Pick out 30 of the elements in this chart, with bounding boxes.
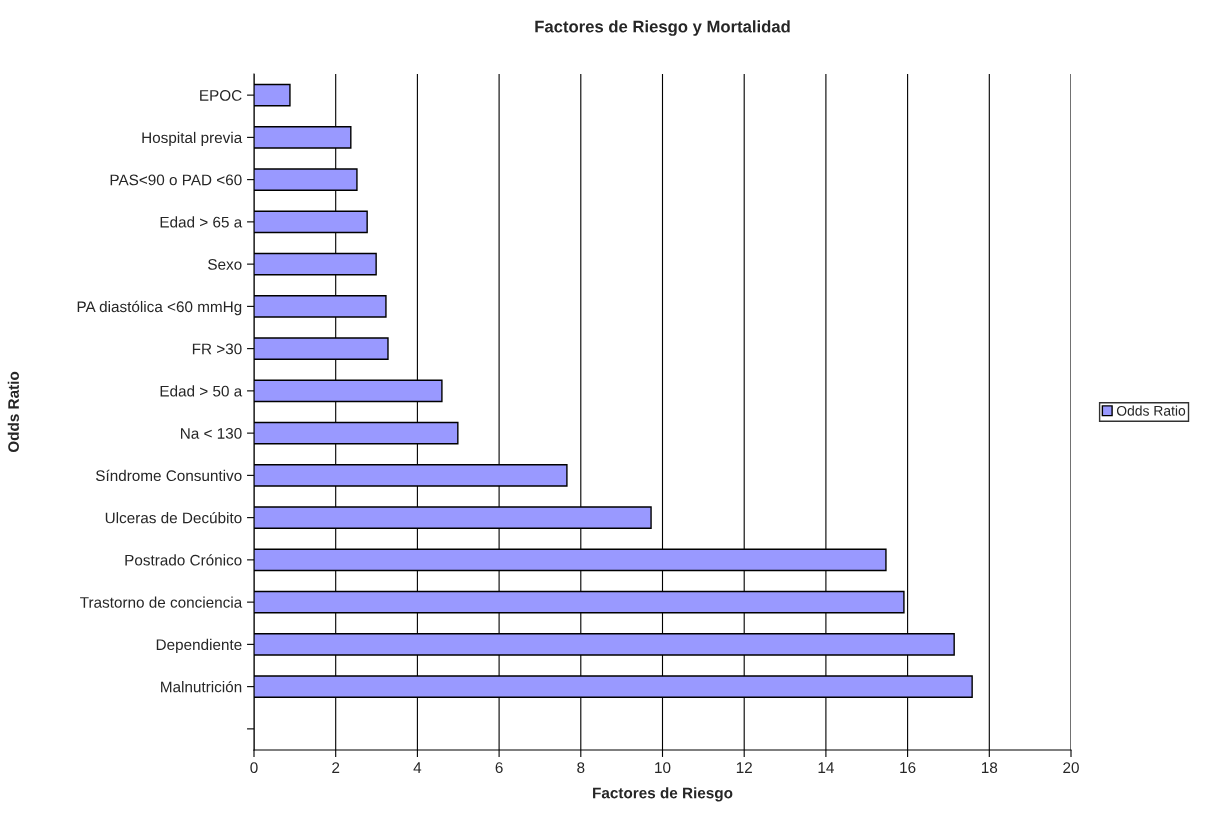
x-tick-label: 14 <box>818 762 834 773</box>
y-tick-label: Malnutrición <box>161 680 242 693</box>
y-tick-label: Dependiente <box>156 638 242 654</box>
y-tick-label: Edad > 65 a <box>160 216 243 228</box>
y-tick-label: PAS<90 o PAD <60 <box>110 174 242 186</box>
y-tick-label: EPOC <box>200 89 242 101</box>
x-axis-title: Factores de Riesgo <box>593 787 733 802</box>
x-tick-label: 18 <box>981 762 998 774</box>
x-tick-label: 8 <box>577 762 585 774</box>
x-tick-label: 16 <box>900 762 916 774</box>
y-tick-label: Síndrome Consuntivo <box>95 469 242 482</box>
x-tick-label: 4 <box>413 762 422 773</box>
x-tick-label: 12 <box>736 762 752 773</box>
x-tick-label: 20 <box>1063 762 1079 774</box>
y-tick-label: Na < 130 <box>181 427 242 439</box>
y-axis-title: Odds Ratio <box>7 371 19 453</box>
legend-label: Odds Ratio <box>1116 405 1186 416</box>
y-tick-label: Hospital previa <box>142 131 243 147</box>
y-tick-label: FR >30 <box>192 343 242 355</box>
chart-title: Factores de Riesgo y Mortalidad <box>535 20 790 36</box>
y-tick-label: Ulceras de Decúbito <box>105 511 242 524</box>
x-tick-label: 0 <box>250 762 258 774</box>
x-tick-label: 6 <box>495 762 503 774</box>
y-tick-label: Trastorno de conciencia <box>80 596 243 608</box>
x-tick-label: 10 <box>655 762 671 774</box>
y-tick-label: Postrado Crónico <box>125 554 242 566</box>
x-tick-label: 2 <box>332 762 340 773</box>
y-tick-label: Sexo <box>208 258 242 270</box>
y-tick-label: PA diastólica <60 mmHg <box>77 300 242 316</box>
y-tick-label: Edad > 50 a <box>160 385 243 397</box>
